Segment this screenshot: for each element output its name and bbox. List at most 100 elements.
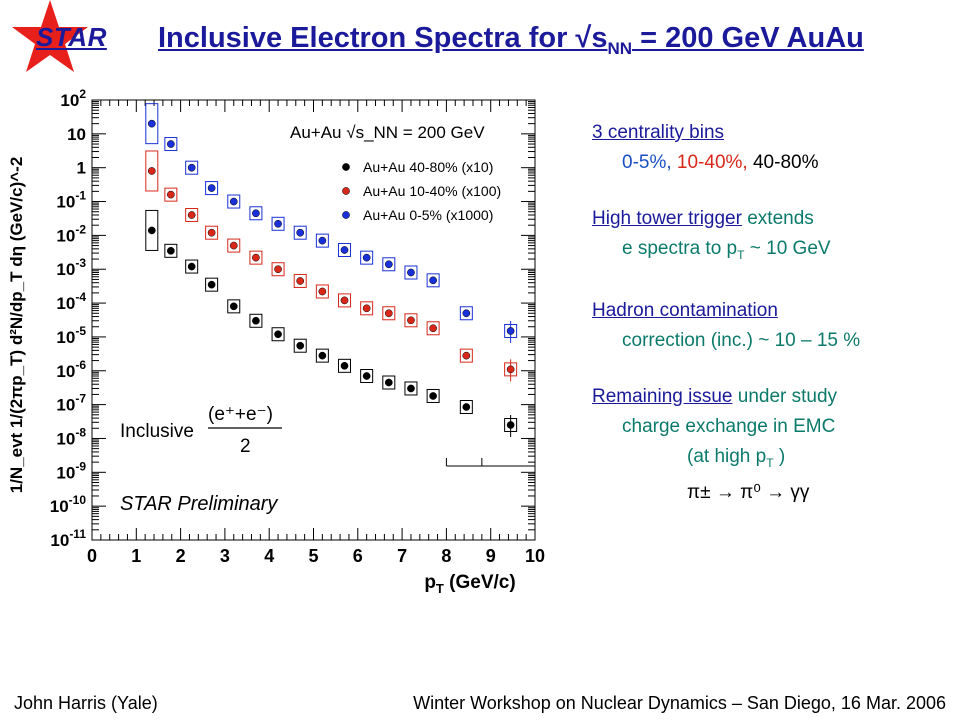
syst-box [205,277,219,292]
legend-marker [342,163,350,171]
syst-box [293,225,307,240]
note-issue-heading: Remaining issue [592,385,733,407]
footer-author: John Harris (Yale) [14,693,158,713]
syst-box [360,301,374,316]
y-tick-label: 102 [60,87,86,110]
note-issue-detail: charge exchange in EMC [622,415,836,437]
note-bin-40-80: 40-80% [752,152,819,173]
syst-box [404,381,418,396]
syst-box [459,348,473,363]
syst-box [145,209,159,251]
syst-box [145,150,159,192]
chart-annotations: Inclusive (e⁺+e⁻) 2 STAR Preliminary [120,404,282,515]
data-point [407,268,415,277]
y-tick-label: 10-5 [56,324,86,347]
data-point [462,351,471,360]
x-tick-label: 6 [353,546,363,566]
y-tick-label: 10-8 [56,425,86,448]
syst-box [293,273,307,288]
syst-box [382,375,396,390]
legend-entry: Au+Au 40-80% (x10) [363,159,493,175]
data-point [362,372,371,380]
data-point [167,190,175,199]
y-tick-label: 10 [67,125,86,144]
x-tick-label: 0 [87,546,97,566]
syst-box [249,250,263,265]
footer-event: Winter Workshop on Nuclear Dynamics – Sa… [413,693,946,713]
syst-box [426,273,440,288]
x-tick-label: 9 [486,546,496,566]
data-point [429,392,437,400]
syst-box [404,265,418,280]
data-point [429,276,437,285]
syst-box [382,306,396,321]
data-point [462,309,471,318]
data-point [207,184,216,192]
data-point [296,341,305,350]
syst-box [227,238,241,253]
syst-box [205,225,219,240]
syst-box [382,257,396,272]
data-point [187,211,196,219]
note-bin-10-40: 10-40%, [676,152,748,173]
chart-legend: Au+Au √s_NN = 200 GeV Au+Au 40-80% (x10) A… [290,123,501,223]
syst-box [338,293,352,308]
y-tick-label: 10-4 [56,290,86,313]
data-point [407,384,415,393]
y-tick-label: 10-9 [56,459,86,482]
data-point [506,327,515,335]
data-point [384,378,393,387]
data-point [274,265,282,274]
data-point [187,262,196,271]
legend-header: Au+Au √s_NN = 200 GeV [290,123,485,142]
data-point [167,140,175,148]
data-point [252,316,260,325]
syst-box [164,137,178,152]
chart-axes: 0 1 2 3 4 5 6 7 8 9 1010-1110-1010-910-810-710-610… [7,87,545,596]
syst-box [145,103,159,145]
syst-box [164,243,178,258]
y-tick-label: 10-6 [56,358,86,381]
annotation-preliminary: STAR Preliminary [120,493,278,515]
syst-box [271,216,285,231]
x-tick-label: 1 [131,546,141,566]
syst-box [205,181,219,196]
data-point [274,219,282,228]
syst-box [360,369,374,384]
legend-entry: Au+Au 0-5% (x1000) [363,207,493,223]
y-tick-label: 10-1 [56,189,86,212]
data-point [147,167,156,175]
note-trigger-heading: High tower trigger [592,208,742,229]
data-point [407,316,415,325]
data-point [274,330,282,339]
data-point [506,421,515,429]
syst-box [293,338,307,353]
data-point [429,324,437,333]
syst-box [459,306,473,321]
data-point [340,296,349,305]
syst-box [249,206,263,221]
y-tick-label: 10-2 [56,222,86,245]
annotation-inclusive: Inclusive [120,421,194,442]
y-tick-label: 10-7 [56,392,86,415]
syst-box [227,194,241,209]
data-point [384,260,393,269]
legend-marker [342,187,350,195]
syst-box [459,400,473,415]
syst-box [271,327,285,342]
note-trigger-detail: e spectra to pT ~ 10 GeV [622,238,831,262]
syst-box [227,299,241,314]
syst-box [315,348,329,363]
y-tick-label: 10-10 [50,493,87,516]
data-point [318,287,327,296]
data-point [340,246,349,254]
chart-markers [145,103,536,467]
syst-box [249,313,263,328]
data-point [167,246,175,255]
spectra-chart: 0 1 2 3 4 5 6 7 8 9 1010-1110-1010-910-810-710-610… [7,87,545,596]
data-point [384,309,393,318]
syst-box [164,187,178,202]
data-point [207,228,216,237]
x-tick-label: 4 [264,546,274,566]
syst-box [185,259,199,274]
